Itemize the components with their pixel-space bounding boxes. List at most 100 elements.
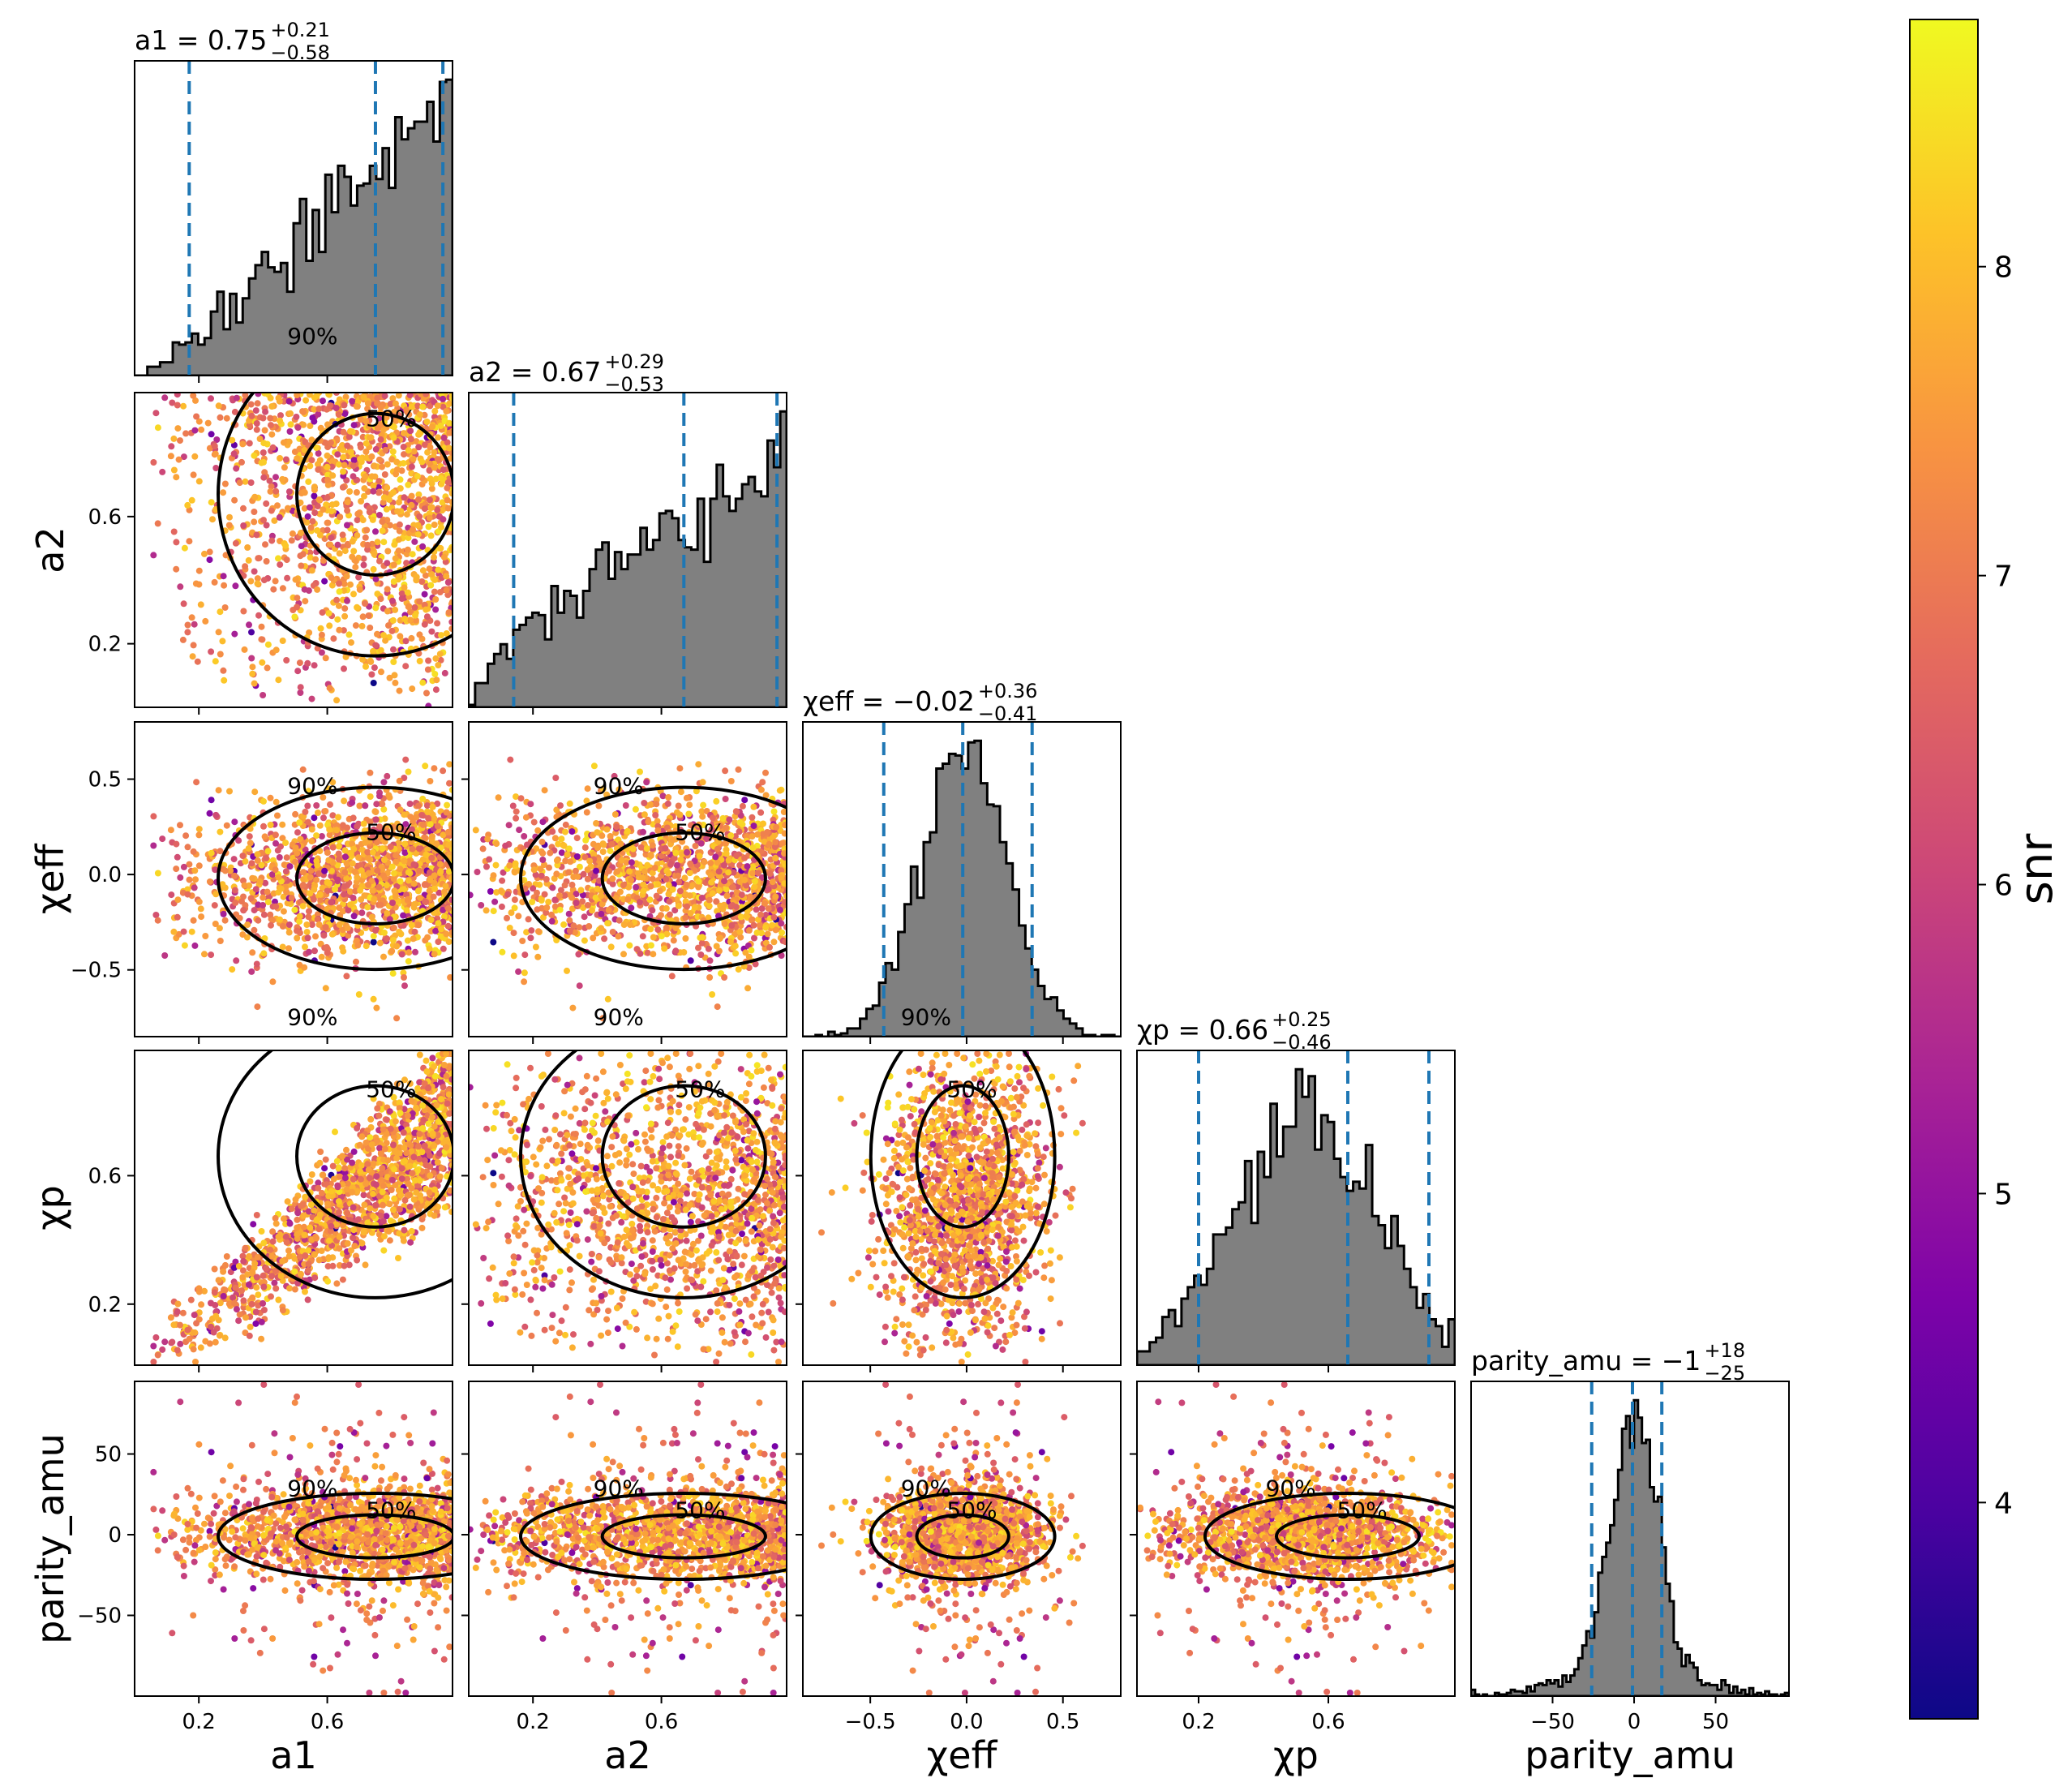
sample-point: [341, 665, 347, 672]
sample-point: [669, 886, 676, 893]
sample-point: [633, 946, 641, 953]
sample-point: [274, 502, 281, 509]
sample-point: [421, 505, 428, 513]
sample-point: [381, 393, 388, 400]
sample-point: [440, 913, 448, 921]
sample-point: [389, 597, 396, 604]
sample-point: [695, 878, 702, 885]
sample-point: [560, 921, 568, 928]
sample-point: [208, 849, 215, 857]
sample-point: [294, 934, 301, 942]
sample-point: [434, 822, 441, 830]
sample-point: [280, 439, 287, 446]
sample-point: [152, 410, 160, 417]
sample-point: [690, 899, 697, 906]
sample-point: [226, 788, 233, 795]
sample-point: [268, 431, 276, 438]
sample-point: [766, 870, 774, 877]
sample-point: [440, 466, 447, 474]
sample-point: [313, 393, 320, 400]
sample-point: [281, 464, 288, 471]
sample-point: [308, 436, 315, 444]
sample-point: [401, 840, 409, 848]
sample-point: [341, 891, 347, 898]
sample-point: [179, 636, 187, 643]
sample-point: [757, 786, 765, 793]
sample-point: [423, 419, 431, 425]
sample-point: [741, 854, 749, 861]
sample-point: [545, 899, 552, 905]
sample-point: [628, 859, 635, 866]
sample-point: [374, 424, 381, 432]
sample-point: [317, 625, 324, 632]
sample-point: [264, 888, 271, 896]
sample-point: [233, 394, 240, 402]
sample-point: [328, 501, 336, 509]
sample-point: [371, 551, 378, 557]
sample-point: [370, 1095, 377, 1102]
sample-point: [428, 571, 435, 578]
sample-point: [315, 921, 323, 928]
sample-point: [380, 1247, 388, 1254]
sample-point: [570, 922, 577, 930]
sample-point: [727, 832, 735, 840]
sample-point: [384, 548, 392, 555]
sample-point: [161, 394, 169, 402]
sample-point: [445, 609, 453, 616]
sample-point: [305, 913, 312, 921]
sample-point: [389, 937, 397, 943]
sample-point: [389, 900, 396, 906]
sample-point: [760, 820, 766, 827]
sample-point: [317, 424, 324, 432]
sample-point: [415, 491, 423, 498]
sample-point: [432, 927, 440, 934]
sample-point: [180, 600, 187, 608]
sample-point: [566, 917, 573, 924]
sample-point: [268, 532, 276, 539]
sample-point: [412, 612, 418, 619]
sample-point: [698, 808, 706, 815]
sample-point: [230, 441, 238, 449]
sample-point: [431, 765, 438, 772]
sample-point: [154, 424, 161, 432]
title-a2: a2 = 0.67: [469, 356, 601, 388]
sample-point: [270, 586, 277, 593]
sample-point: [374, 394, 381, 402]
sample-point: [659, 792, 667, 800]
sample-point: [431, 951, 438, 958]
sample-point: [661, 945, 668, 952]
sample-point: [221, 1334, 229, 1342]
sample-point: [447, 974, 453, 981]
sample-point: [376, 823, 383, 831]
sample-point: [258, 459, 265, 466]
sample-point: [287, 421, 294, 428]
sample-point: [256, 878, 264, 885]
sample-point: [282, 456, 290, 463]
sample-point: [388, 627, 396, 634]
sample-point: [247, 479, 255, 486]
sample-point: [352, 622, 359, 629]
sample-point: [586, 923, 593, 930]
sample-point: [673, 861, 680, 869]
sample-point: [231, 630, 238, 638]
sample-point: [373, 1004, 380, 1011]
sample-point: [590, 934, 597, 942]
sample-point: [391, 672, 398, 679]
sample-point: [221, 867, 229, 874]
sample-point: [291, 613, 298, 621]
sample-point: [263, 500, 270, 507]
sample-point: [677, 857, 684, 863]
sample-point: [568, 905, 576, 913]
sample-point: [384, 608, 391, 615]
sample-point: [603, 826, 611, 833]
sample-point: [336, 550, 343, 557]
sample-point: [403, 907, 410, 914]
sample-point: [316, 848, 324, 855]
sample-point: [335, 461, 342, 468]
sample-point: [624, 827, 631, 835]
sample-point: [347, 449, 354, 456]
sample-point: [440, 554, 448, 560]
sample-point: [341, 462, 348, 469]
sample-point: [248, 655, 255, 662]
sample-point: [306, 908, 312, 915]
